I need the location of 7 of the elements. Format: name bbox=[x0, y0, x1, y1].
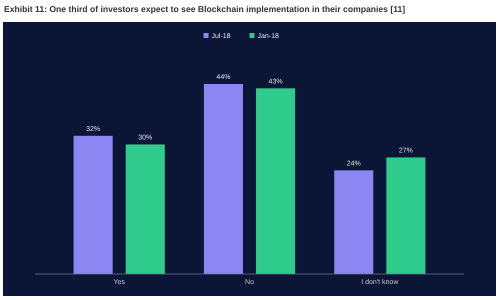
bar bbox=[204, 84, 243, 274]
bar bbox=[256, 88, 296, 274]
bar bbox=[334, 170, 374, 274]
bar bbox=[126, 144, 165, 274]
bar bbox=[386, 157, 426, 274]
chart-title: Exhibit 11: One third of investors expect to see Blockchain implementation in their companies [11] bbox=[4, 4, 406, 14]
bar bbox=[74, 136, 113, 274]
